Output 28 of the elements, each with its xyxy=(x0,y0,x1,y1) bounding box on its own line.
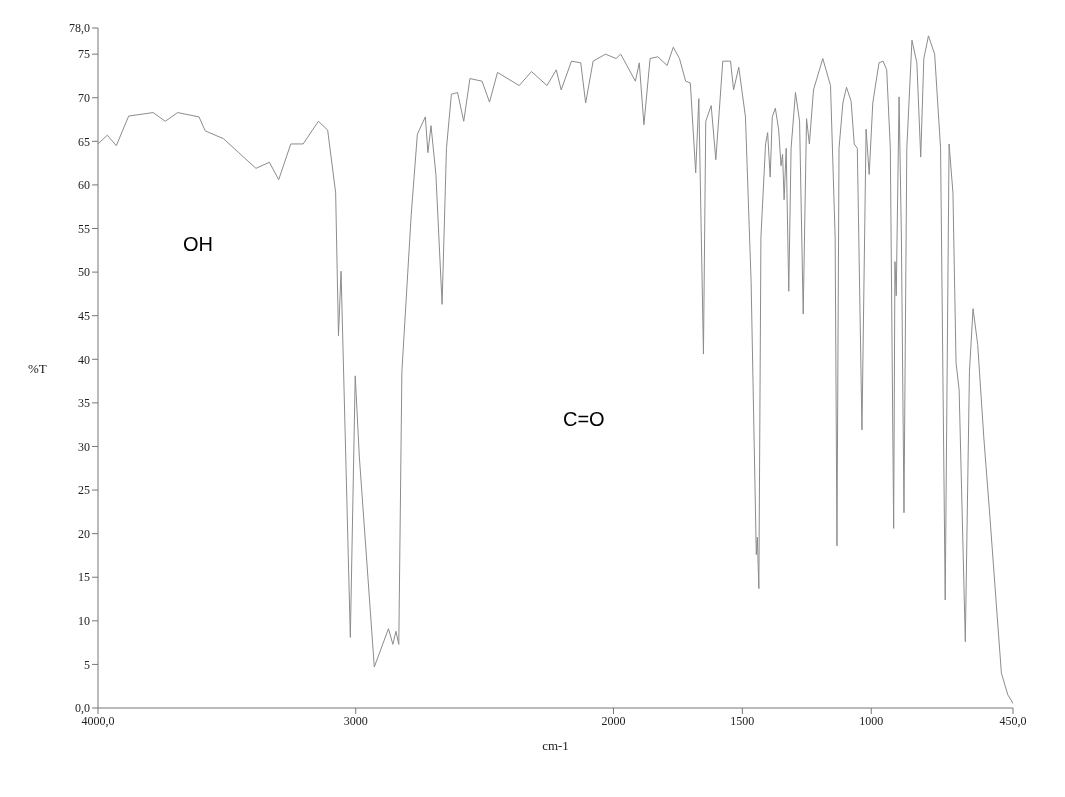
y-tick-label: 45 xyxy=(78,308,90,323)
y-tick-label: 70 xyxy=(78,91,90,105)
y-tick-label: 35 xyxy=(78,396,90,411)
y-tick-label: 5 xyxy=(84,657,90,672)
x-tick-label: 1500 xyxy=(730,713,755,728)
y-tick-label: 30 xyxy=(78,439,90,454)
y-tick-label: 0,0 xyxy=(75,701,90,716)
x-tick-label: 4000,0 xyxy=(81,713,115,728)
x-axis-title: cm-1 xyxy=(542,738,569,753)
annotation: C=O xyxy=(563,408,605,431)
x-tick-label: 2000 xyxy=(601,713,626,728)
annotation: OH xyxy=(183,233,213,256)
y-tick-label: 10 xyxy=(78,614,90,629)
y-tick-label: 25 xyxy=(78,483,90,498)
y-tick-label: 55 xyxy=(78,221,90,236)
y-tick-label: 65 xyxy=(78,134,90,149)
y-tick-label: 78,0 xyxy=(69,21,90,36)
x-tick-label: 3000 xyxy=(343,713,368,728)
y-tick-label: 75 xyxy=(78,47,90,62)
x-tick-label: 1000 xyxy=(859,713,884,728)
y-tick-label: 15 xyxy=(78,570,90,585)
y-tick-label: 60 xyxy=(78,178,90,193)
line-series xyxy=(98,35,1013,705)
y-tick-label: 40 xyxy=(78,352,90,367)
y-tick-label: 20 xyxy=(78,526,90,541)
x-tick-label: 450,0 xyxy=(999,713,1027,728)
y-tick-label: 50 xyxy=(78,265,90,280)
y-axis-title: %T xyxy=(28,360,47,376)
